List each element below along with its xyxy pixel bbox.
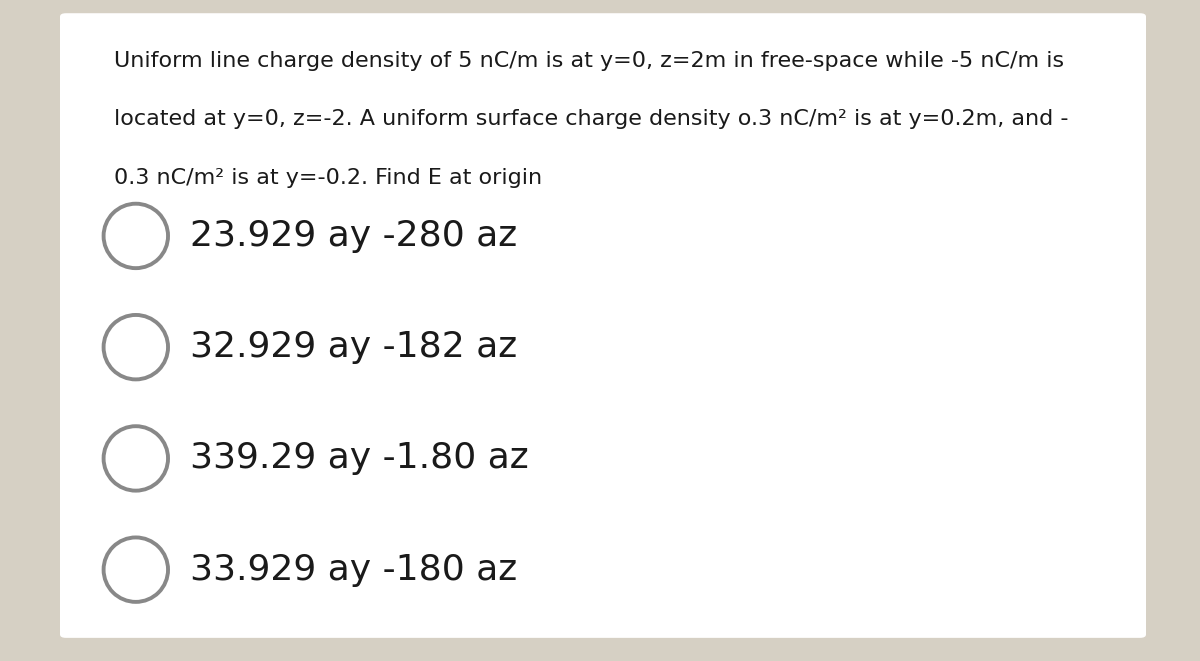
- Text: located at y=0, z=-2. A uniform surface charge density o.3 nC/m² is at y=0.2m, a: located at y=0, z=-2. A uniform surface …: [114, 109, 1069, 130]
- Text: 339.29 ay -1.80 az: 339.29 ay -1.80 az: [190, 442, 528, 475]
- Text: Uniform line charge density of 5 nC/m is at y=0, z=2m in free-space while -5 nC/: Uniform line charge density of 5 nC/m is…: [114, 50, 1064, 71]
- Text: 0.3 nC/m² is at y=-0.2. Find E at origin: 0.3 nC/m² is at y=-0.2. Find E at origin: [114, 168, 542, 188]
- Text: 32.929 ay -182 az: 32.929 ay -182 az: [190, 330, 517, 364]
- Text: 33.929 ay -180 az: 33.929 ay -180 az: [190, 553, 517, 587]
- Text: 23.929 ay -280 az: 23.929 ay -280 az: [190, 219, 517, 253]
